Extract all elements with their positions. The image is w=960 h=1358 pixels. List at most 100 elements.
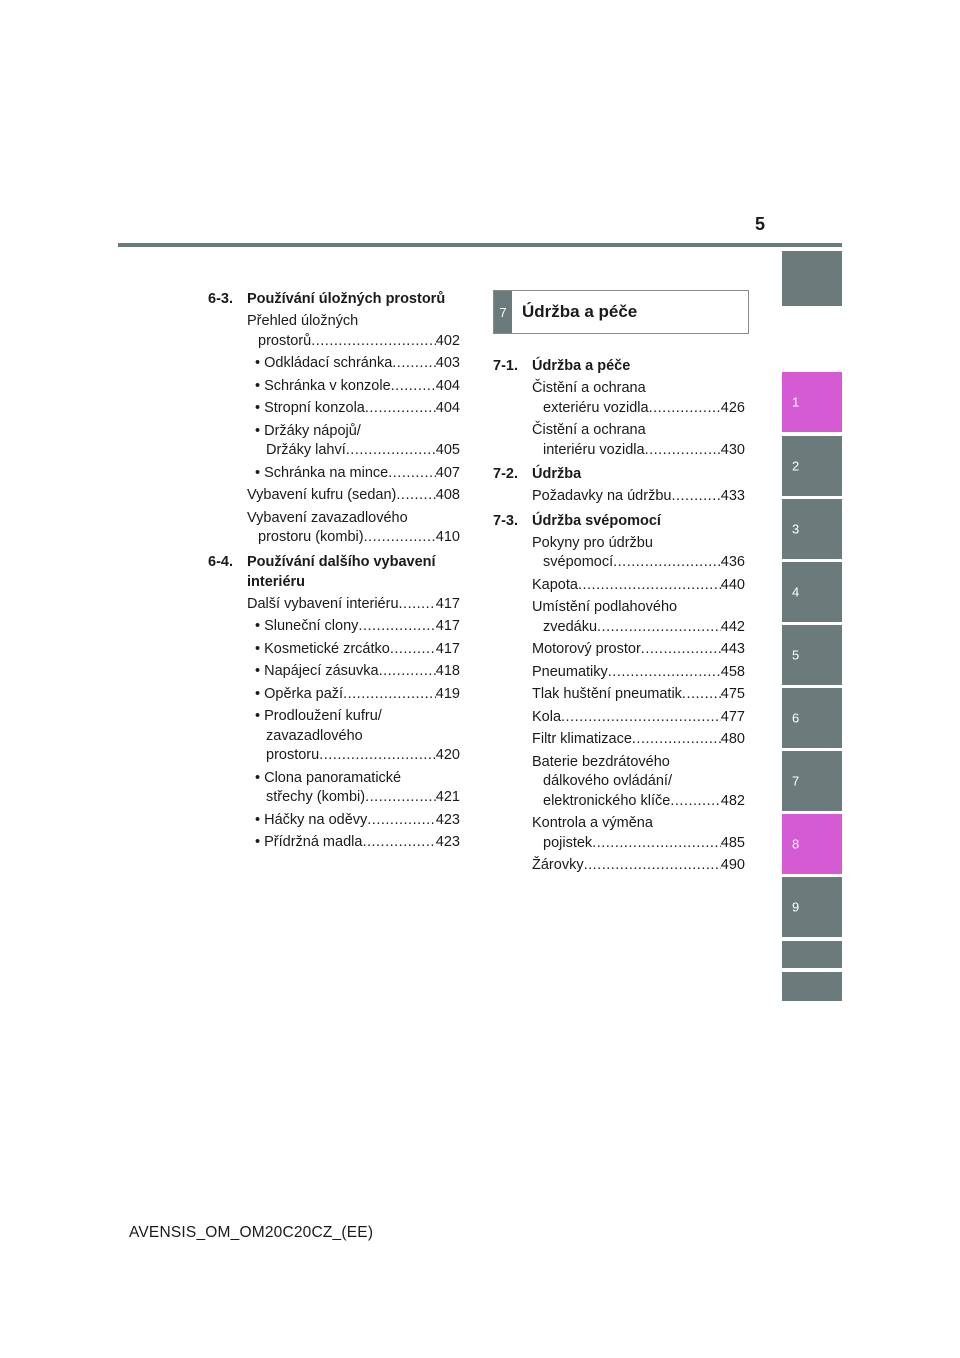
chapter-tab[interactable]: 3 bbox=[782, 499, 842, 559]
toc-entry[interactable]: Kola ...................................… bbox=[532, 708, 745, 728]
toc-entry-page: 417 bbox=[435, 618, 460, 634]
toc-entry[interactable]: Čistění a ochrana interiéru vozidla .....… bbox=[532, 421, 745, 460]
toc-entry[interactable]: Kontrola a výměna pojistek ..............… bbox=[532, 814, 745, 853]
chapter-tab[interactable]: 9 bbox=[782, 877, 842, 937]
toc-entry-text: zvedáku bbox=[543, 618, 598, 635]
toc-entry-text: Požadavky na údržbu bbox=[532, 488, 672, 504]
chapter-tab[interactable]: 2 bbox=[782, 436, 842, 496]
toc-entry[interactable]: Pokyny pro údržbu svépomocí .............… bbox=[532, 534, 745, 573]
toc-entry[interactable]: • Přídržná madla .......................… bbox=[255, 833, 460, 853]
toc-entry-text: • Držáky nápojů/ bbox=[255, 422, 361, 439]
toc-entry-page: 475 bbox=[720, 686, 745, 702]
toc-entry-page: 477 bbox=[720, 708, 745, 725]
toc-entry[interactable]: • Napájecí zásuvka .....................… bbox=[255, 662, 460, 682]
leader-dots: ........................................… bbox=[648, 399, 721, 416]
toc-entry[interactable]: • Kosmetické zrcátko ...................… bbox=[255, 640, 460, 660]
toc-entry[interactable]: • Háčky na oděvy .......................… bbox=[255, 811, 460, 831]
chapter-tab[interactable] bbox=[782, 251, 842, 306]
toc-entry[interactable]: Vybavení kufru (sedan) .................… bbox=[247, 486, 460, 506]
chapter-tab[interactable]: 4 bbox=[782, 562, 842, 622]
toc-entry-text: Baterie bezdrátového bbox=[532, 753, 670, 770]
toc-entry-text: • Schránka na mince bbox=[255, 464, 389, 481]
section-heading: 6-3. Používání úložných prostorů bbox=[208, 289, 460, 309]
toc-entry-text: • Schránka v konzole bbox=[255, 377, 391, 394]
toc-entry-page: 423 bbox=[435, 811, 460, 828]
header-rule bbox=[118, 243, 842, 247]
leader-dots: ........................................… bbox=[671, 488, 720, 504]
toc-entry-page: 410 bbox=[435, 529, 460, 545]
toc-entry-text: Vybavení kufru (sedan) bbox=[247, 487, 397, 503]
toc-entry[interactable]: Kapota .................................… bbox=[532, 576, 745, 596]
toc-entry[interactable]: Umístění podlahového zvedáku ............… bbox=[532, 598, 745, 637]
toc-entry-text: Umístění podlahového bbox=[532, 599, 678, 615]
chapter-tab[interactable]: 6 bbox=[782, 688, 842, 748]
toc-entry[interactable]: • Prodloužení kufru/zavazadlového prostor… bbox=[255, 707, 460, 766]
leader-dots: ........................................… bbox=[311, 332, 436, 349]
toc-entry[interactable]: • Schránka v konzole ...................… bbox=[255, 377, 460, 397]
leader-dots: ........................................… bbox=[345, 442, 436, 458]
toc-entry[interactable]: Motorový prostor .......................… bbox=[532, 640, 745, 660]
chapter-tab-label: 7 bbox=[792, 773, 800, 789]
toc-entry[interactable]: • Stropní konzola ......................… bbox=[255, 399, 460, 419]
toc-entry-text: • Odkládací schránka bbox=[255, 355, 393, 371]
leader-dots: ........................................… bbox=[358, 618, 436, 634]
leader-dots: ........................................… bbox=[363, 529, 436, 545]
toc-entry[interactable]: Přehled úložných prostorů ...............… bbox=[247, 312, 460, 351]
toc-entry[interactable]: Žárovky ................................… bbox=[532, 856, 745, 876]
toc-entry[interactable]: Vybavení zavazadlového prostoru (kombi) .… bbox=[247, 509, 460, 548]
toc-entry[interactable]: Čistění a ochrana exteriéru vozidla .....… bbox=[532, 379, 745, 418]
toc-entry-page: 433 bbox=[720, 488, 745, 504]
chapter-tab[interactable]: 5 bbox=[782, 625, 842, 685]
toc-entry-page: 480 bbox=[720, 731, 745, 747]
chapter-tab[interactable] bbox=[782, 941, 842, 968]
chapter-tab[interactable]: 8 bbox=[782, 814, 842, 874]
section-title: Údržba svépomocí bbox=[532, 512, 661, 529]
toc-entry-text: • Napájecí zásuvka bbox=[255, 663, 379, 679]
toc-entry[interactable]: • Sluneční clony .......................… bbox=[255, 617, 460, 637]
toc-entry-page: 436 bbox=[720, 554, 745, 570]
toc-entry-text: • Stropní konzola bbox=[255, 400, 365, 416]
toc-entry-text: Vybavení zavazadlového bbox=[247, 509, 408, 526]
leader-dots: ........................................… bbox=[607, 663, 721, 680]
section-number: 7-2. bbox=[493, 466, 518, 482]
toc-entry[interactable]: • Držáky nápojů/Držáky lahví ...........… bbox=[255, 422, 460, 461]
leader-dots: ........................................… bbox=[367, 811, 436, 828]
toc-entry[interactable]: Požadavky na údržbu ....................… bbox=[532, 487, 745, 507]
toc-entry[interactable]: • Odkládací schránka ...................… bbox=[255, 354, 460, 374]
toc-entry[interactable]: Baterie bezdrátového dálkového ovládání/e… bbox=[532, 753, 745, 812]
chapter-tab-label: 9 bbox=[792, 899, 800, 915]
chapter-tab[interactable]: 7 bbox=[782, 751, 842, 811]
chapter-tab[interactable]: 1 bbox=[782, 372, 842, 432]
toc-entry-page: 426 bbox=[720, 399, 745, 416]
section-heading: 6-4. Používání dalšího vybavení interiér… bbox=[208, 552, 460, 592]
toc-entry-text: Kola bbox=[532, 708, 562, 725]
section-heading: 7-1. Údržba a péče bbox=[493, 356, 745, 376]
toc-entry-text: • Sluneční clony bbox=[255, 618, 359, 634]
leader-dots: ........................................… bbox=[364, 400, 436, 416]
toc-entry-text: • Přídržná madla bbox=[255, 834, 363, 850]
toc-entry-text: dálkového ovládání/ bbox=[543, 773, 672, 789]
toc-entry-text: střechy (kombi) bbox=[266, 789, 366, 805]
toc-entry[interactable]: Filtr klimatizace ......................… bbox=[532, 730, 745, 750]
leader-dots: ........................................… bbox=[398, 595, 436, 612]
toc-entry-page: 490 bbox=[720, 857, 745, 873]
toc-entry[interactable]: Pneumatiky .............................… bbox=[532, 663, 745, 683]
toc-entry[interactable]: Tlak huštění pneumatik .................… bbox=[532, 685, 745, 705]
section-title: Používání úložných prostorů bbox=[247, 291, 446, 307]
toc-entry[interactable]: • Opěrka paží ..........................… bbox=[255, 685, 460, 705]
toc-entry-text: Motorový prostor bbox=[532, 641, 641, 657]
toc-entry-text: prostoru (kombi) bbox=[258, 529, 364, 545]
toc-left-column: 6-3. Používání úložných prostorů Přehled… bbox=[208, 285, 460, 856]
toc-entry-text: prostoru bbox=[266, 747, 320, 763]
chapter-tab[interactable] bbox=[782, 972, 842, 1001]
toc-entry-page: 402 bbox=[435, 332, 460, 349]
chapter-tab-label: 5 bbox=[792, 647, 800, 663]
toc-entry[interactable]: • Schránka na mince ....................… bbox=[255, 464, 460, 484]
chapter-heading: 7 Údržba a péče bbox=[493, 290, 749, 334]
toc-entry[interactable]: • Clona panoramatické střechy (kombi) ...… bbox=[255, 769, 460, 808]
toc-entry[interactable]: Další vybavení interiéru ...............… bbox=[247, 595, 460, 615]
leader-dots: ........................................… bbox=[319, 747, 436, 763]
toc-entry-text: Žárovky bbox=[532, 857, 584, 873]
section-heading: 7-2. Údržba bbox=[493, 464, 745, 484]
toc-entry-page: 417 bbox=[435, 595, 460, 612]
